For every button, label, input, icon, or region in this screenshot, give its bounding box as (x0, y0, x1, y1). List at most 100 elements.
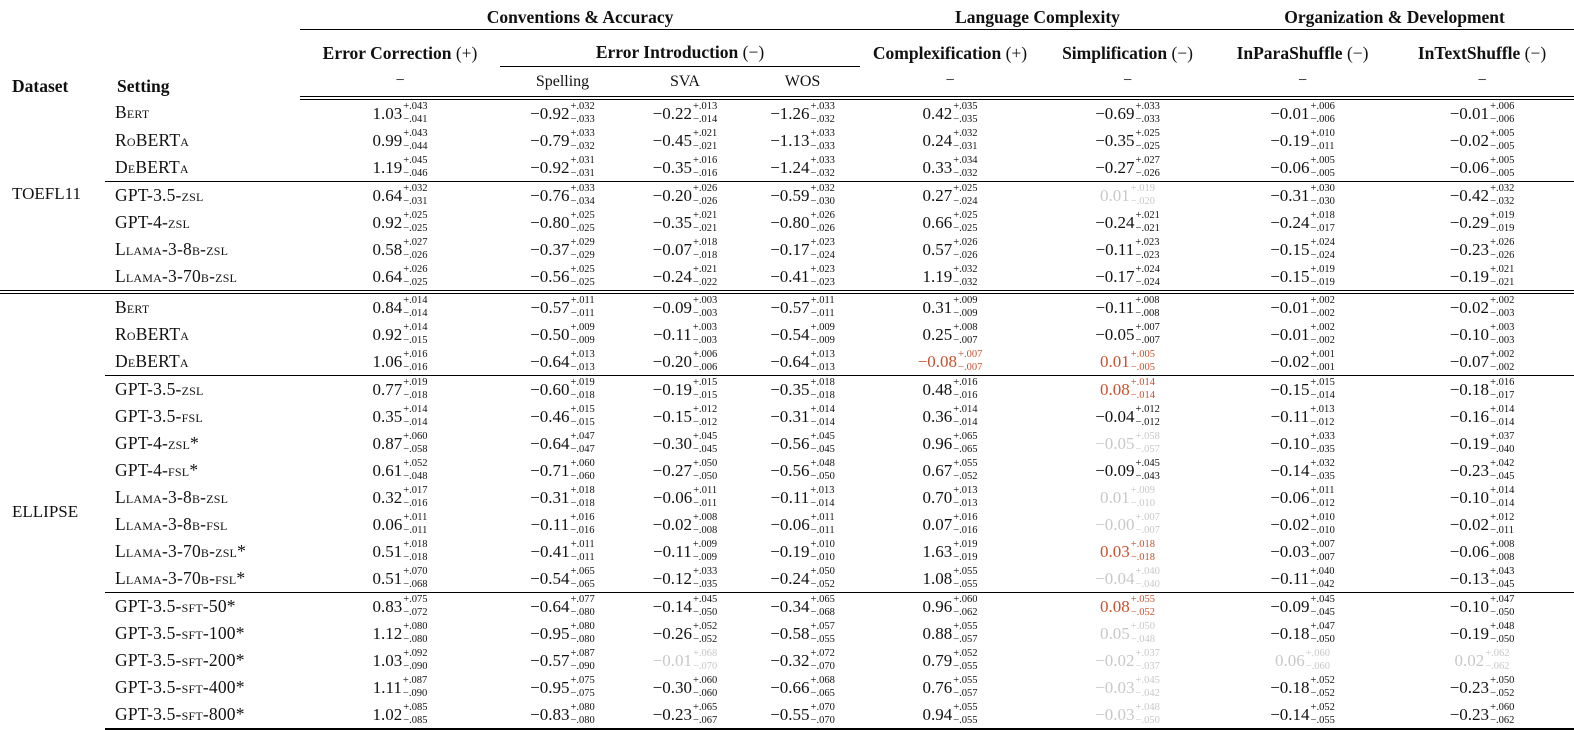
lower-error: −.006 (693, 361, 718, 373)
upper-error: +.033 (1135, 101, 1160, 113)
lower-error: −.024 (1310, 249, 1335, 261)
upper-error: +.055 (953, 458, 978, 470)
lower-error: −.052 (693, 633, 718, 645)
value-number: −0.11 (1095, 239, 1135, 259)
lower-error: −.014 (810, 497, 835, 509)
value-number: −0.22 (652, 103, 693, 123)
error-bounds: +.027 −.026 (1136, 155, 1160, 180)
upper-error: +.008 (1135, 295, 1160, 307)
lower-error: −.014 (1490, 497, 1515, 509)
upper-error: +.006 (1490, 101, 1515, 113)
value-number: −0.02 (1270, 514, 1310, 534)
lower-error: −.052 (1490, 687, 1515, 699)
upper-error: +.087 (570, 648, 595, 660)
value-number: −0.01 (652, 650, 693, 670)
error-bounds: +.030 −.030 (1311, 183, 1335, 208)
value-number: −0.69 (1095, 103, 1135, 123)
value-number: −0.02 (1270, 351, 1310, 371)
value-number: −0.50 (530, 324, 570, 344)
value-number: −0.23 (1449, 239, 1490, 259)
upper-error: +.007 (1310, 539, 1335, 551)
table-row: GPT-3.5-sft-400* 1.11 +.087 −.090 −0.95 +.075… (0, 674, 1574, 701)
value-number: −0.03 (1095, 704, 1135, 724)
error-bounds: +.007 −.007 (958, 349, 982, 374)
lower-error: −.042 (1135, 687, 1160, 699)
error-bounds: +.033 −.032 (811, 155, 835, 180)
lower-error: −.011 (570, 307, 595, 319)
upper-error: +.032 (1310, 458, 1335, 470)
lower-error: −.050 (693, 606, 718, 618)
error-bounds: +.007 −.007 (1136, 512, 1160, 537)
value-cell: −0.04 +.012 −.012 (1040, 403, 1215, 430)
value-cell: 0.32 +.017 −.016 (300, 484, 500, 511)
lower-error: −.002 (1490, 361, 1515, 373)
lower-error: −.025 (1135, 140, 1160, 152)
lower-error: −.022 (693, 276, 718, 288)
upper-error: +.045 (1310, 594, 1335, 606)
value-number: −0.27 (652, 460, 693, 480)
value-cell: −0.55 +.070 −.070 (745, 701, 861, 730)
value-number: −0.83 (530, 704, 570, 724)
value-cell: −0.57 +.011 −.011 (500, 290, 625, 321)
error-bounds: +.016 −.016 (953, 377, 977, 402)
lower-error: −.019 (1490, 222, 1515, 234)
table-row: Llama-3-70b-zsl 0.64 +.026 −.025 −0.56 +.025−… (0, 263, 1574, 292)
error-bounds: +.037 −.040 (1490, 431, 1514, 456)
subgroup-sign: (−) (1342, 42, 1369, 63)
upper-error: +.019 (403, 377, 428, 389)
lower-error: −.017 (1310, 222, 1335, 234)
upper-error: +.060 (570, 458, 595, 470)
value-cell: −0.23 +.026 −.026 (1390, 236, 1574, 263)
lower-error: −.026 (403, 249, 428, 261)
value-cell: −0.02 +.001 −.001 (1215, 348, 1390, 376)
value-cell: −0.11 +.008 −.008 (1040, 290, 1216, 321)
value-number: 0.70 (922, 487, 953, 507)
upper-error: +.016 (693, 155, 718, 167)
setting-cell: GPT-3.5-sft-200* (115, 650, 245, 670)
lower-error: −.005 (1310, 167, 1335, 179)
error-bounds: +.018 −.018 (693, 237, 717, 262)
upper-error: +.019 (1310, 264, 1335, 276)
setting-cell: RoBERTa (115, 324, 190, 344)
upper-error: +.005 (1130, 349, 1156, 361)
lower-error: −.034 (570, 195, 595, 207)
upper-error: +.013 (810, 485, 835, 497)
value-number: −0.11 (530, 514, 570, 534)
value-cell: −0.03 +.048 −.050 (1040, 701, 1216, 730)
value-number: −0.19 (652, 379, 693, 399)
value-number: 0.01 (1100, 351, 1130, 371)
value-number: 0.05 (1100, 623, 1130, 643)
value-number: 0.36 (922, 406, 953, 426)
lower-error: −.018 (693, 249, 718, 261)
upper-error: +.043 (1490, 566, 1515, 578)
value-cell: −0.42 +.032 −.032 (1390, 181, 1574, 209)
lower-error: −.042 (1310, 578, 1335, 590)
value-number: −0.14 (1270, 704, 1310, 724)
error-bounds: +.068 −.065 (811, 675, 835, 700)
lower-error: −.055 (810, 633, 835, 645)
upper-error: +.021 (1490, 264, 1515, 276)
error-bounds: +.013 −.013 (571, 349, 595, 374)
value-number: 0.06 (1275, 650, 1305, 670)
value-number: −0.15 (1270, 379, 1310, 399)
upper-error: +.010 (810, 539, 835, 551)
lower-error: −.025 (570, 222, 595, 234)
value-number: −0.11 (1270, 406, 1310, 426)
error-bounds: +.033 −.034 (571, 183, 595, 208)
lower-error: −.032 (810, 113, 835, 125)
error-bounds: +.014 −.014 (953, 404, 977, 429)
table-row: Llama-3-8b-zsl 0.32 +.017 −.016 −0.31 +.018 −.… (0, 484, 1574, 511)
value-cell: −0.56 +.048 −.050 (745, 457, 860, 484)
setting-cell: GPT-4-zsl* (115, 433, 199, 453)
value-number: −0.10 (1449, 487, 1490, 507)
lower-error: −.030 (1310, 195, 1335, 207)
value-cell: −0.10 +.014 −.014 (1390, 484, 1574, 511)
value-number: −0.37 (530, 239, 570, 259)
upper-error: +.032 (953, 264, 978, 276)
lower-error: −.045 (693, 443, 718, 455)
upper-error: +.014 (1490, 404, 1515, 416)
value-cell: −0.45 +.021 −.021 (625, 127, 745, 154)
upper-error: +.085 (403, 702, 428, 714)
table-row: GPT-3.5-sft-50* 0.83 +.075 −.072 −0.64 +.077−… (0, 592, 1574, 620)
error-bounds: +.011 −.011 (811, 512, 835, 537)
